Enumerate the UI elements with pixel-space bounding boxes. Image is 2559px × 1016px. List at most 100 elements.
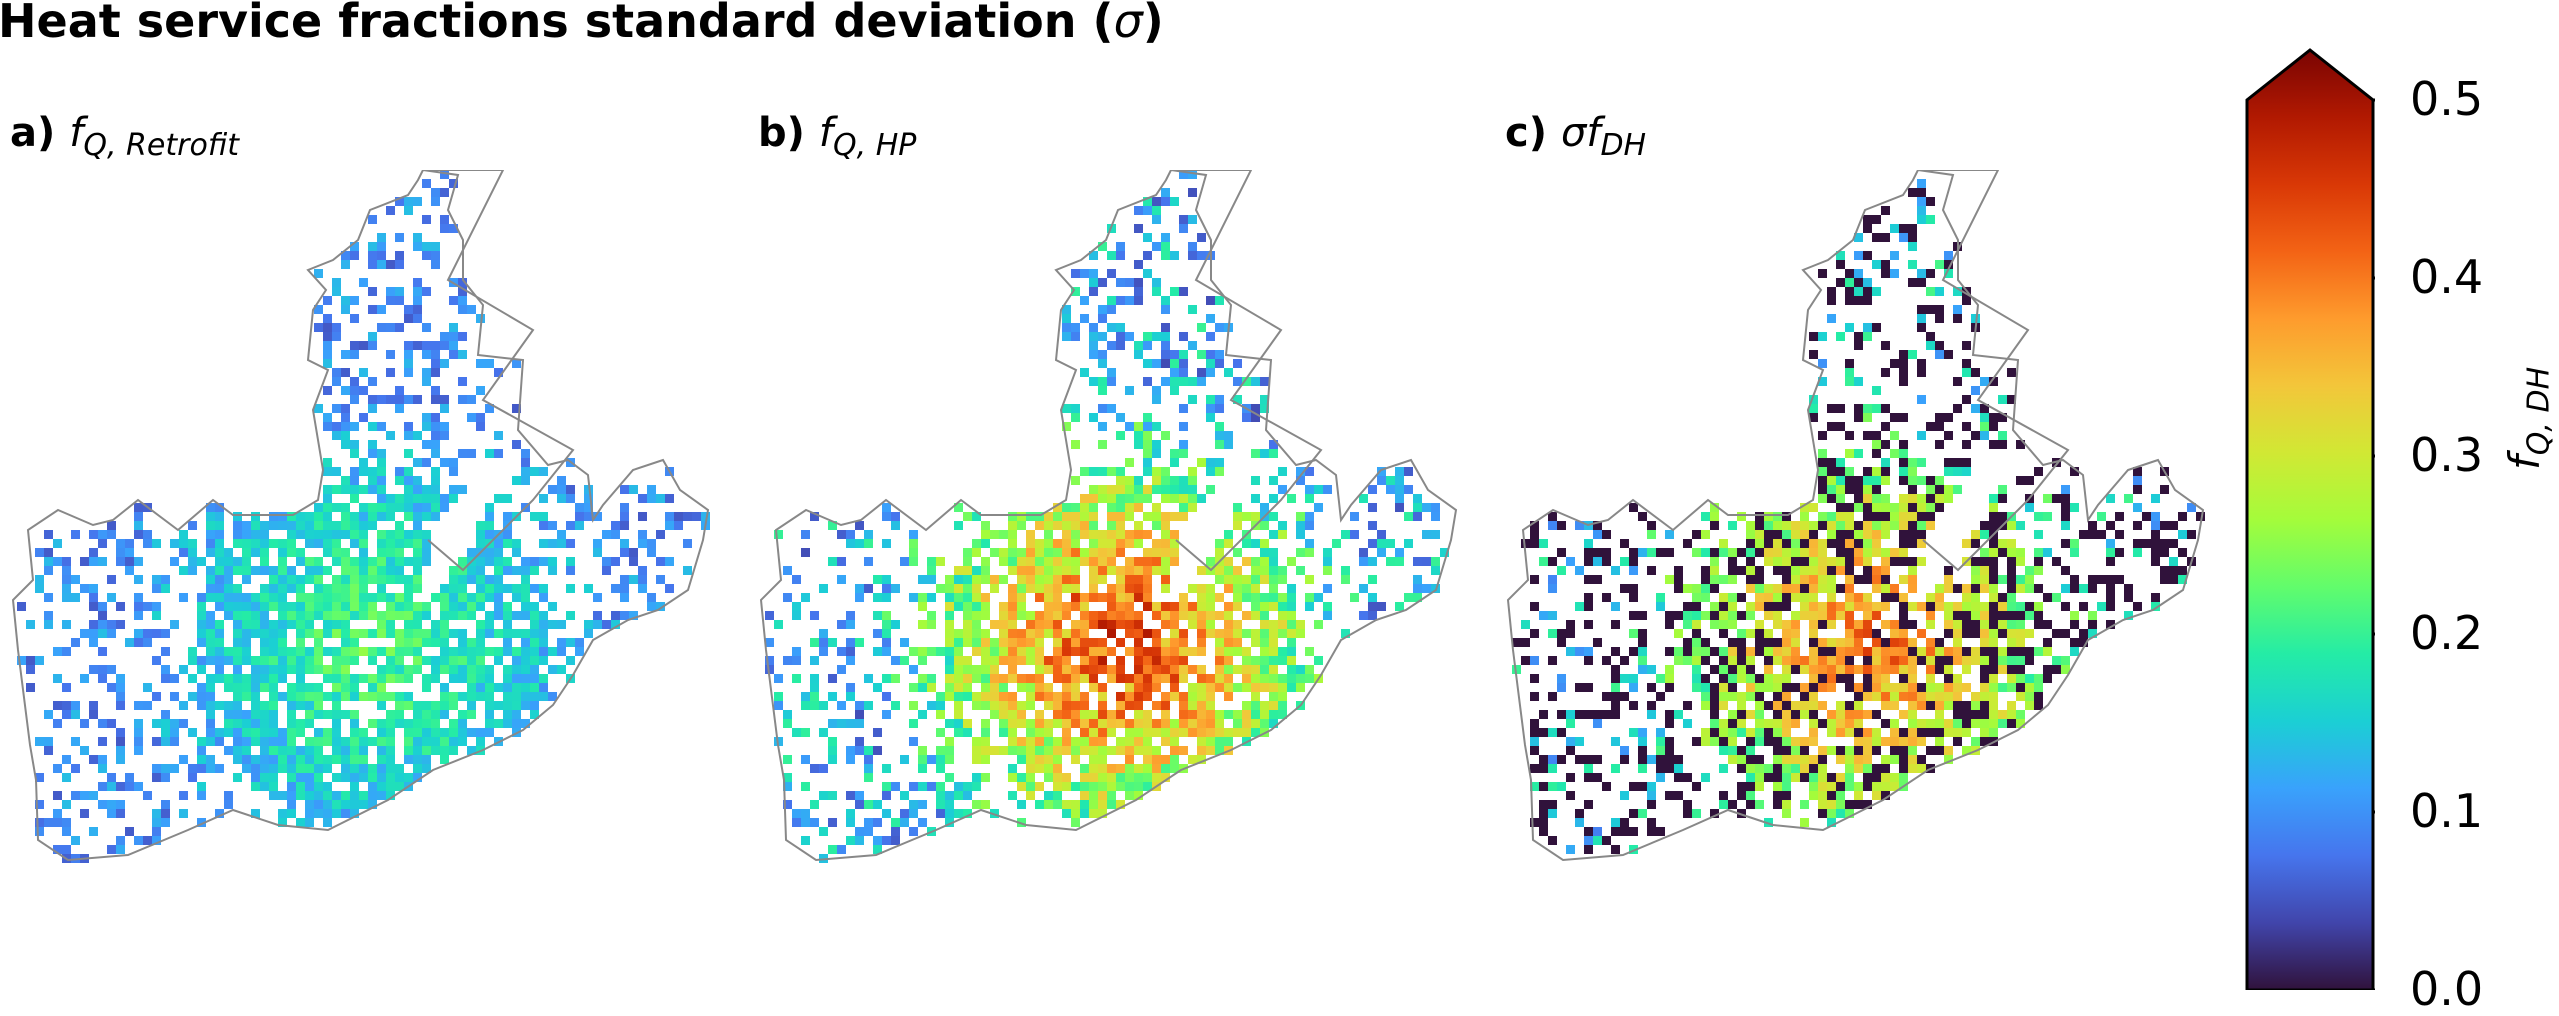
heat-cell — [71, 530, 80, 539]
heat-cell — [449, 296, 458, 305]
heat-cell — [206, 521, 215, 530]
heat-cell — [1989, 584, 1998, 593]
heat-cell — [1296, 665, 1305, 674]
heat-cell — [1269, 584, 1278, 593]
heat-cell — [900, 809, 909, 818]
heat-cell — [1881, 467, 1890, 476]
heat-cell — [1125, 296, 1134, 305]
heat-cell — [1143, 647, 1152, 656]
heat-cell — [314, 323, 323, 332]
heat-cell — [377, 458, 386, 467]
heat-cell — [1170, 728, 1179, 737]
heat-cell — [395, 638, 404, 647]
heat-cell — [1584, 755, 1593, 764]
heat-cell — [1827, 422, 1836, 431]
heat-cell — [1161, 512, 1170, 521]
heat-cell — [864, 539, 873, 548]
heat-cell — [1557, 638, 1566, 647]
heat-cell — [161, 665, 170, 674]
heat-cell — [1143, 485, 1152, 494]
heat-cell — [846, 836, 855, 845]
heat-cell — [1872, 683, 1881, 692]
heat-cell — [1089, 521, 1098, 530]
heat-cell — [1926, 305, 1935, 314]
heat-cell — [332, 278, 341, 287]
heat-cell — [1773, 728, 1782, 737]
heat-cell — [1611, 764, 1620, 773]
heat-cell — [539, 611, 548, 620]
heat-cell — [1836, 647, 1845, 656]
heat-cell — [1629, 548, 1638, 557]
heat-cell — [1062, 692, 1071, 701]
heat-cell — [990, 548, 999, 557]
heat-cell — [539, 629, 548, 638]
heat-cell — [1125, 647, 1134, 656]
heat-cell — [386, 746, 395, 755]
heat-cell — [1170, 539, 1179, 548]
heat-cell — [882, 539, 891, 548]
heat-cell — [1260, 395, 1269, 404]
heat-cell — [377, 449, 386, 458]
heat-cell — [1107, 728, 1116, 737]
heat-cell — [1386, 476, 1395, 485]
heat-cell — [1863, 656, 1872, 665]
heat-cell — [251, 719, 260, 728]
heat-cell — [1782, 692, 1791, 701]
heat-cell — [1971, 701, 1980, 710]
heat-cell — [864, 701, 873, 710]
heat-cell — [981, 638, 990, 647]
heat-cell — [2016, 629, 2025, 638]
heat-cell — [1089, 728, 1098, 737]
heat-cell — [350, 476, 359, 485]
heat-cell — [855, 539, 864, 548]
heat-cell — [1782, 593, 1791, 602]
heat-cell — [783, 800, 792, 809]
heat-cell — [1530, 602, 1539, 611]
heat-cell — [1224, 566, 1233, 575]
heat-cell — [2151, 530, 2160, 539]
heat-cell — [233, 647, 242, 656]
heat-cell — [377, 251, 386, 260]
heat-cell — [2025, 476, 2034, 485]
heat-cell — [1125, 737, 1134, 746]
heat-cell — [1062, 746, 1071, 755]
heat-cell — [1872, 602, 1881, 611]
heat-cell — [1944, 683, 1953, 692]
heat-cell — [422, 683, 431, 692]
heat-cell — [2169, 557, 2178, 566]
heat-cell — [873, 593, 882, 602]
heat-cell — [1053, 791, 1062, 800]
heat-cell — [62, 818, 71, 827]
heat-cell — [1989, 656, 1998, 665]
heat-cell — [287, 530, 296, 539]
heat-cell — [404, 665, 413, 674]
heat-cell — [1917, 629, 1926, 638]
heat-cell — [1854, 233, 1863, 242]
heat-cell — [440, 647, 449, 656]
heat-cell — [1116, 503, 1125, 512]
heat-cell — [1035, 728, 1044, 737]
heat-cell — [377, 476, 386, 485]
heat-cell — [89, 791, 98, 800]
heat-cell — [1197, 683, 1206, 692]
heat-cell — [891, 818, 900, 827]
heat-cell — [981, 566, 990, 575]
heat-cell — [1773, 584, 1782, 593]
heat-cell — [314, 728, 323, 737]
heat-cell — [1953, 287, 1962, 296]
heat-cell — [1152, 746, 1161, 755]
heat-cell — [1890, 638, 1899, 647]
heat-cell — [1548, 575, 1557, 584]
heat-cell — [1098, 638, 1107, 647]
heat-cell — [1269, 656, 1278, 665]
heat-cell — [1062, 602, 1071, 611]
heat-cell — [1656, 773, 1665, 782]
heat-cell — [278, 809, 287, 818]
heat-cell — [1836, 602, 1845, 611]
heat-cell — [377, 701, 386, 710]
heat-cell — [386, 566, 395, 575]
heat-cell — [1836, 746, 1845, 755]
heat-cell — [1224, 647, 1233, 656]
heat-cell — [485, 584, 494, 593]
heat-cell — [1863, 494, 1872, 503]
